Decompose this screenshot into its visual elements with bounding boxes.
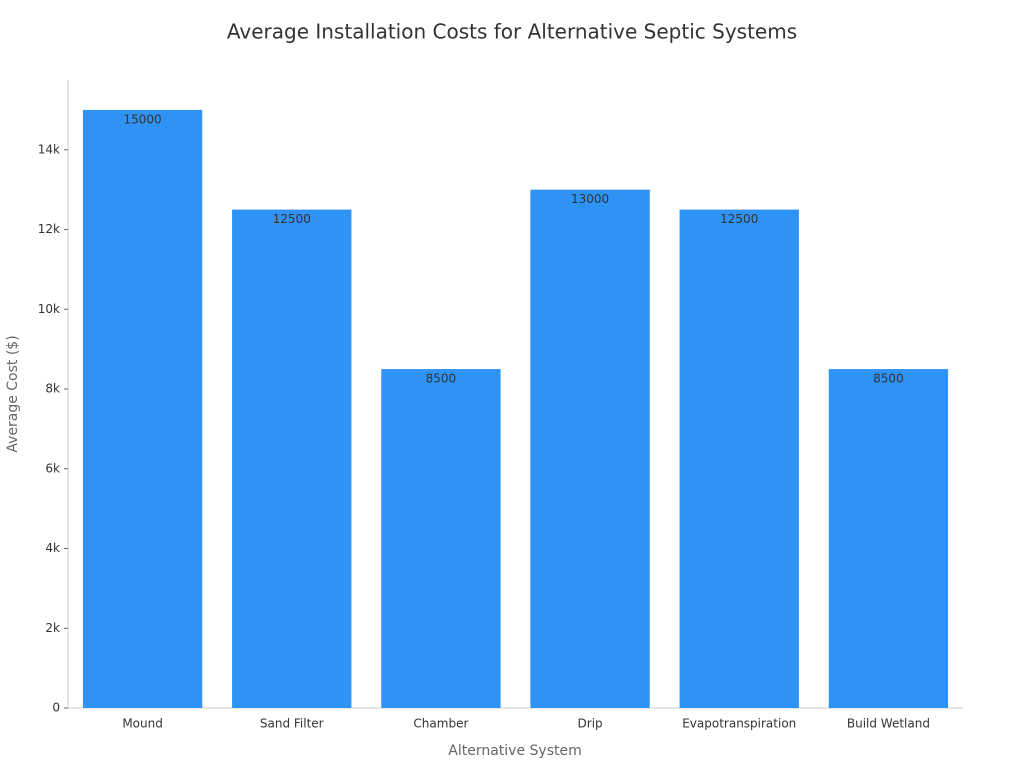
value-label: 12500 bbox=[720, 212, 758, 226]
x-tick-label: Sand Filter bbox=[260, 717, 324, 731]
y-tick-label: 4k bbox=[45, 541, 60, 555]
x-tick-label: Drip bbox=[578, 717, 603, 731]
y-tick-label: 14k bbox=[38, 142, 60, 156]
y-tick-label: 12k bbox=[38, 222, 60, 236]
value-label: 15000 bbox=[123, 112, 161, 126]
x-axis-title: Alternative System bbox=[448, 743, 581, 759]
bar bbox=[82, 109, 203, 708]
bar bbox=[679, 209, 799, 709]
chart-title: Average Installation Costs for Alternati… bbox=[227, 20, 797, 44]
bar bbox=[232, 209, 352, 709]
y-tick-label: 0 bbox=[52, 701, 60, 715]
x-tick-label: Build Wetland bbox=[847, 717, 930, 731]
y-axis-title: Average Cost ($) bbox=[5, 335, 21, 452]
x-tick-label: Evapotranspiration bbox=[682, 717, 796, 731]
x-tick-label: Mound bbox=[122, 717, 163, 731]
bar bbox=[828, 369, 949, 708]
value-label: 8500 bbox=[873, 372, 904, 386]
y-tick-label: 10k bbox=[38, 302, 60, 316]
y-tick-label: 2k bbox=[45, 621, 60, 635]
value-label: 12500 bbox=[273, 212, 311, 226]
value-label: 13000 bbox=[571, 192, 609, 206]
bar bbox=[381, 369, 501, 708]
y-tick-label: 8k bbox=[45, 382, 60, 396]
x-tick-label: Chamber bbox=[413, 717, 468, 731]
value-label: 8500 bbox=[426, 372, 457, 386]
y-tick-label: 6k bbox=[45, 461, 60, 475]
bar bbox=[530, 189, 650, 709]
